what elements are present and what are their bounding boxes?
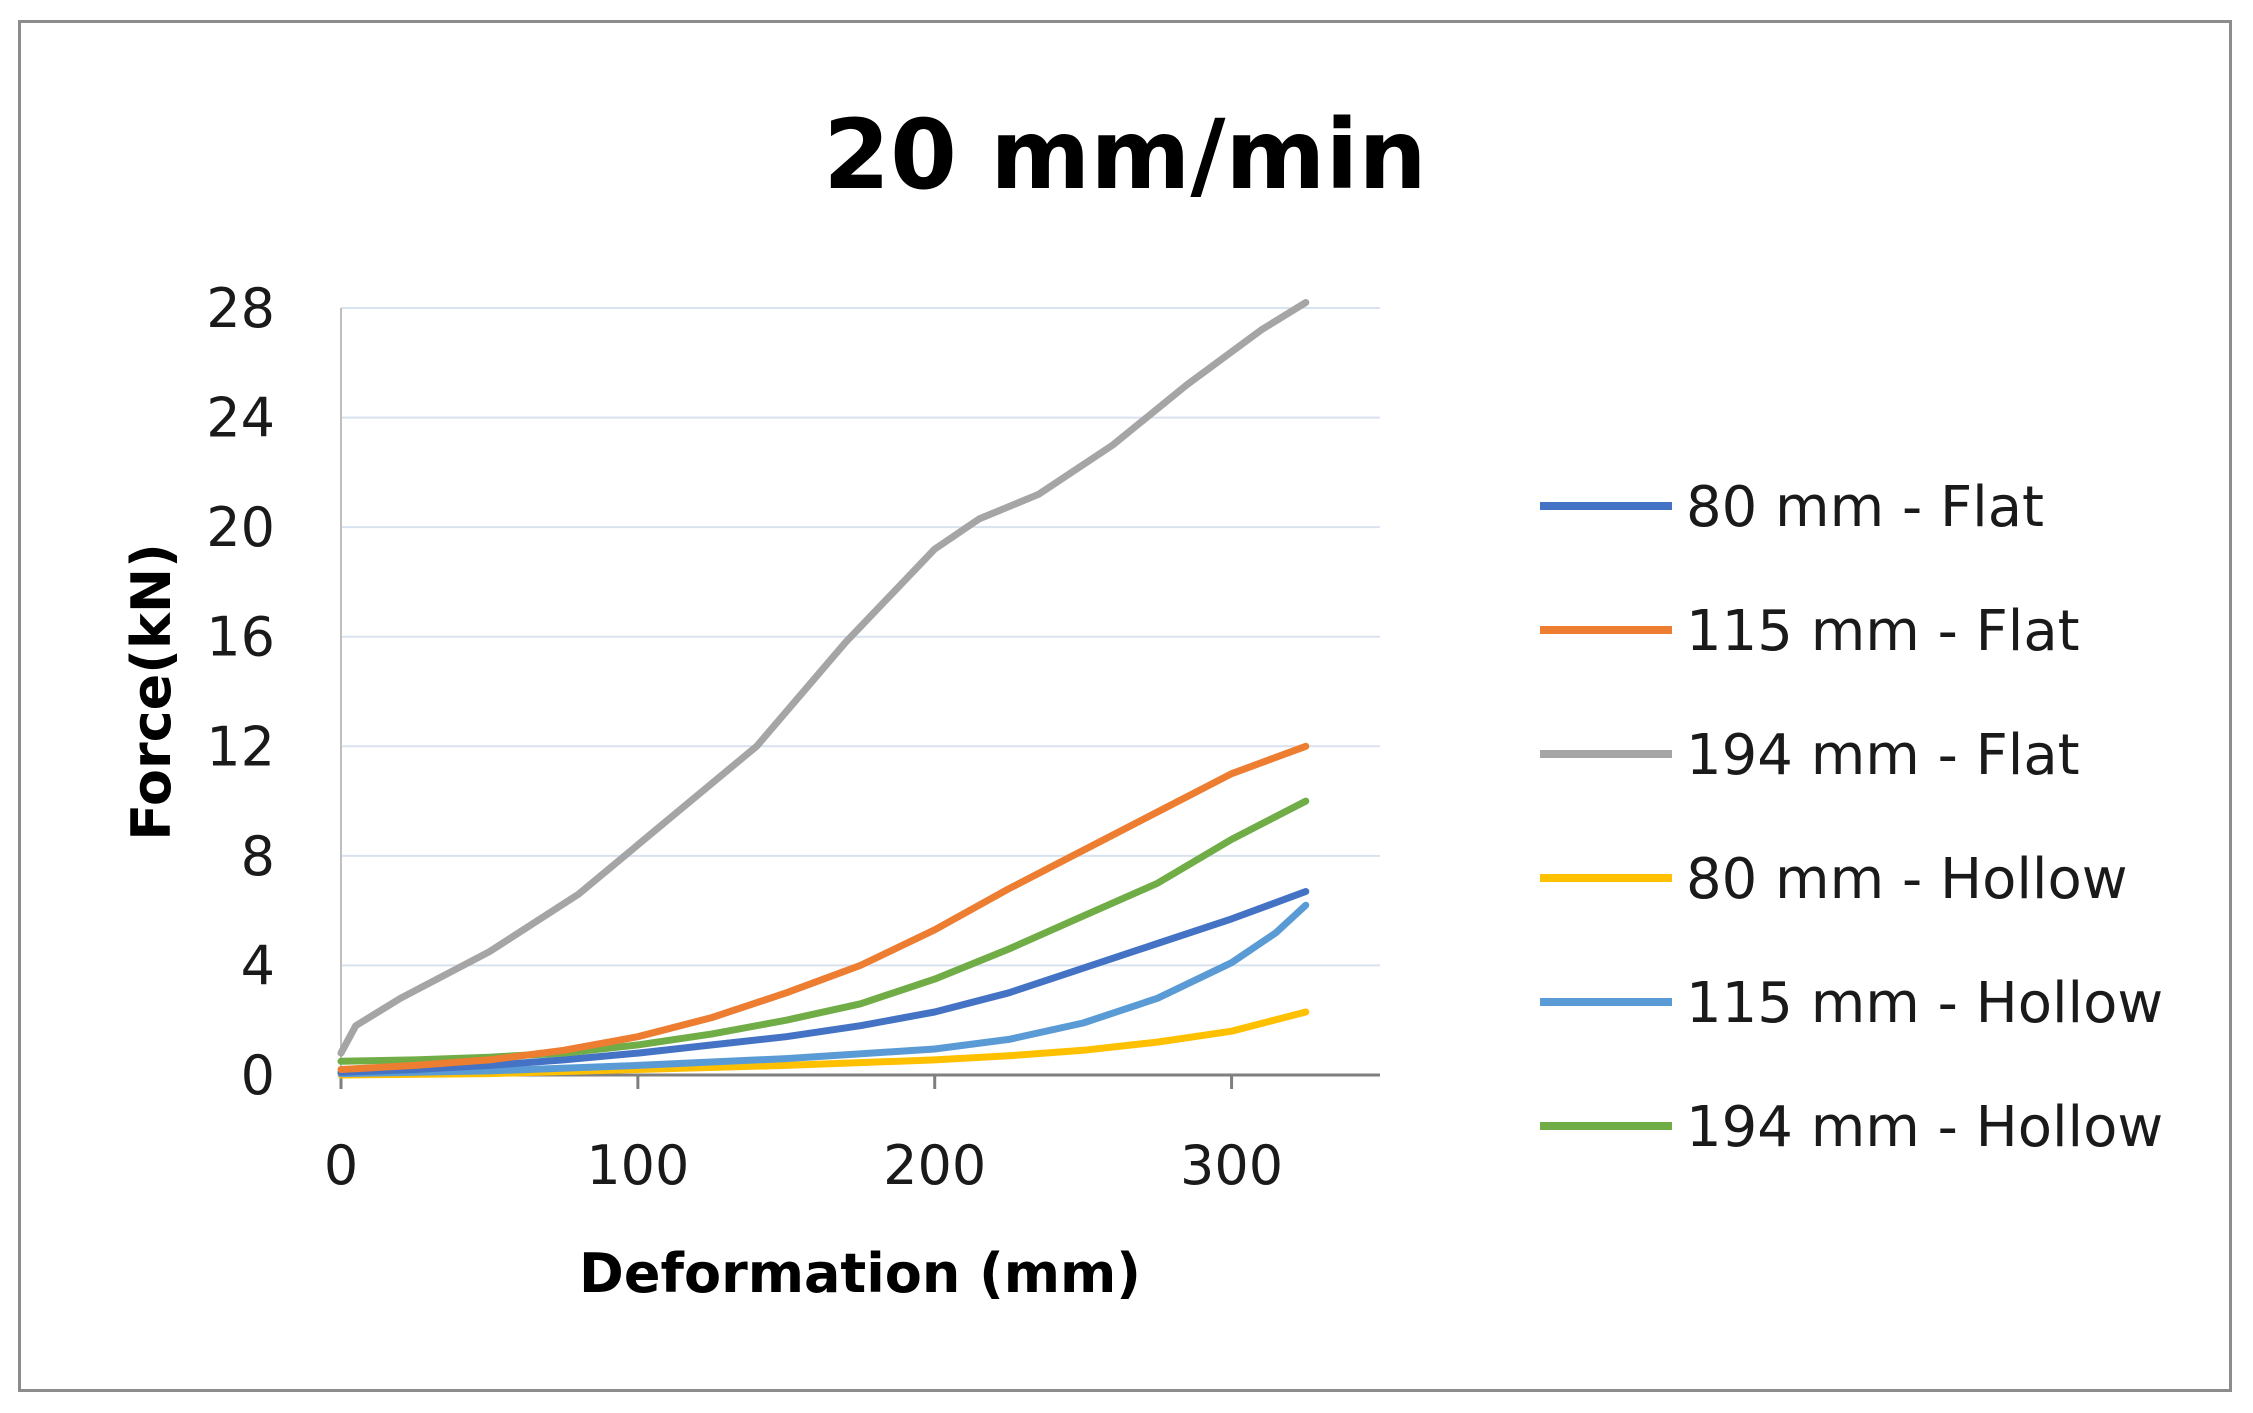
x-axis-ticks: 0 100 200 300 <box>324 1075 1283 1197</box>
legend-label: 115 mm - Hollow <box>1686 971 2163 1036</box>
y-tick-label: 12 <box>206 715 275 778</box>
x-axis-label: Deformation (mm) <box>579 1242 1141 1305</box>
y-tick-label: 28 <box>206 277 275 340</box>
y-tick-label: 20 <box>206 496 275 559</box>
x-tick-label: 0 <box>324 1134 358 1197</box>
chart-title: 20 mm/min <box>823 99 1426 211</box>
series-line-194-mm-flat <box>337 299 1310 1057</box>
x-tick-label: 100 <box>586 1134 689 1197</box>
series-lines <box>337 299 1310 1079</box>
legend-item: 115 mm - Hollow <box>1540 971 2163 1036</box>
axes <box>340 308 1380 1077</box>
legend-item: 194 mm - Hollow <box>1540 1095 2163 1160</box>
legend-label: 80 mm - Flat <box>1686 475 2044 540</box>
legend-item: 80 mm - Flat <box>1540 475 2044 540</box>
legend: 80 mm - Flat 115 mm - Flat 194 mm - Flat 80… <box>1540 475 2163 1160</box>
chart-frame <box>18 20 2232 1392</box>
series-line-80-mm-flat <box>337 888 1310 1076</box>
legend-item: 194 mm - Flat <box>1540 723 2080 788</box>
legend-item: 115 mm - Flat <box>1540 599 2080 664</box>
legend-label: 194 mm - Flat <box>1686 723 2080 788</box>
y-tick-label: 0 <box>241 1044 275 1107</box>
legend-item: 80 mm - Hollow <box>1540 847 2128 912</box>
y-tick-label: 4 <box>241 934 275 997</box>
series-line-194-mm-hollow <box>337 797 1310 1065</box>
y-tick-label: 8 <box>241 825 275 888</box>
x-tick-label: 200 <box>883 1134 986 1197</box>
x-tick-label: 300 <box>1180 1134 1283 1197</box>
y-axis-ticks: 0 4 8 12 16 20 24 28 <box>206 277 275 1107</box>
y-tick-label: 24 <box>206 387 275 450</box>
legend-label: 194 mm - Hollow <box>1686 1095 2163 1160</box>
series-line-115-mm-flat <box>337 742 1310 1073</box>
gridlines <box>341 307 1380 967</box>
legend-label: 80 mm - Hollow <box>1686 847 2128 912</box>
series-line-115-mm-hollow <box>337 901 1310 1078</box>
y-tick-label: 16 <box>206 606 275 669</box>
legend-label: 115 mm - Flat <box>1686 599 2080 664</box>
y-axis-label: Force(kN) <box>120 543 183 841</box>
